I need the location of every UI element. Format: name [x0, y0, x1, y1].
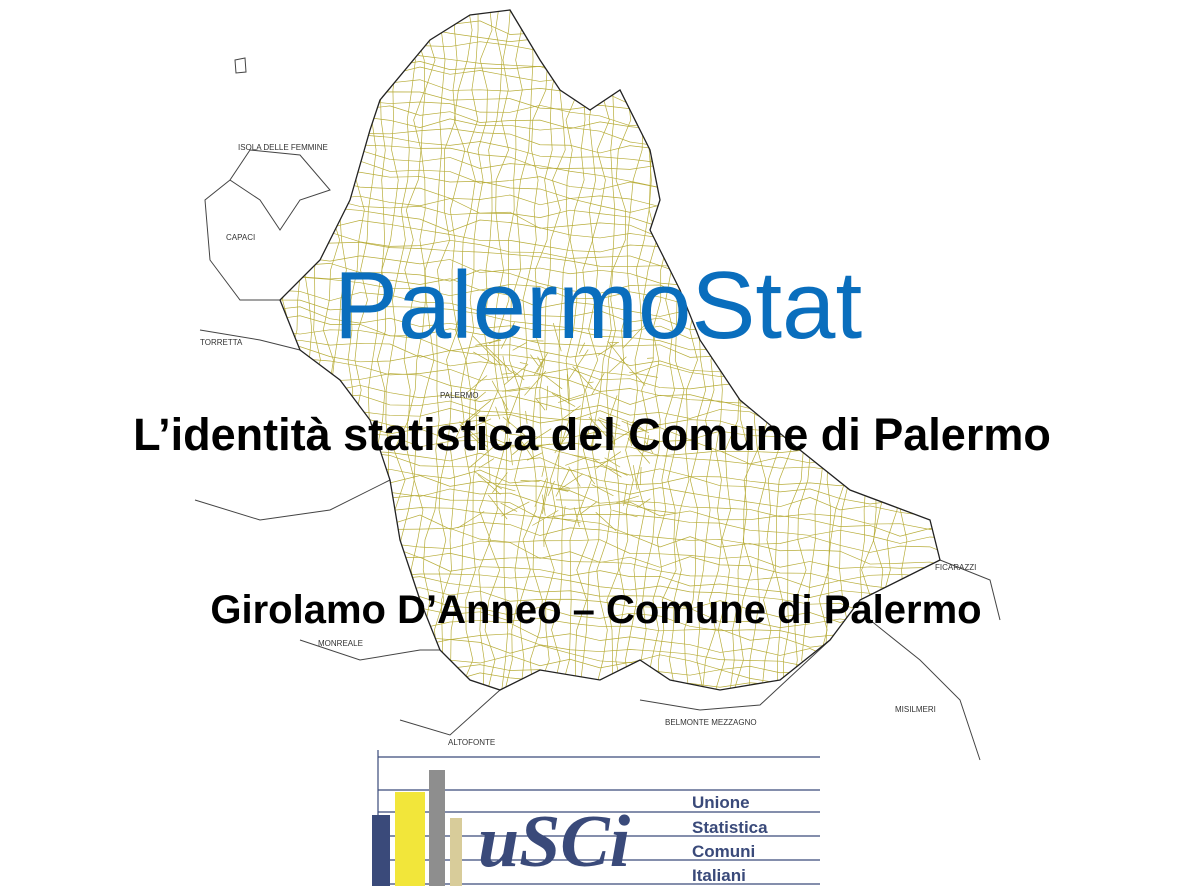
- road: [261, 0, 305, 690]
- map-label: PALERMO: [440, 391, 479, 400]
- map-label: TORRETTA: [200, 338, 243, 347]
- road: [542, 467, 544, 477]
- road: [609, 357, 627, 373]
- road: [270, 468, 960, 529]
- map-label: ALTOFONTE: [448, 738, 495, 747]
- road: [629, 372, 658, 377]
- logo-text: Comuni: [692, 842, 755, 861]
- road: [270, 106, 960, 170]
- logo-text: Unione: [692, 793, 750, 812]
- map-label: ISOLA DELLE FEMMINE: [238, 143, 328, 152]
- map-label: FICARAZZI: [935, 563, 976, 572]
- road: [492, 473, 507, 493]
- map-label: BELMONTE MEZZAGNO: [665, 718, 757, 727]
- logo-text: Italiani: [692, 866, 746, 885]
- map-label: MISILMERI: [895, 705, 936, 714]
- author: Girolamo D’Anneo – Comune di Palermo: [210, 588, 981, 632]
- road: [458, 511, 485, 528]
- road: [241, 0, 283, 690]
- road: [270, 39, 960, 97]
- road: [270, 667, 960, 721]
- logo-text: Statistica: [692, 818, 768, 837]
- road: [591, 373, 604, 395]
- road: [270, 130, 960, 188]
- road: [633, 465, 637, 490]
- map-label: MONREALE: [318, 639, 363, 648]
- road: [256, 0, 292, 690]
- road: [612, 510, 637, 517]
- slide: ISOLA DELLE FEMMINE CAPACI TORRETTA PALE…: [0, 0, 1180, 886]
- road: [270, 10, 960, 71]
- road: [270, 19, 960, 80]
- road: [648, 510, 678, 514]
- road: [270, 640, 960, 697]
- title: PalermoStat: [334, 252, 862, 359]
- road: [488, 495, 507, 519]
- road: [640, 467, 641, 485]
- road: [270, 50, 960, 103]
- road: [270, 56, 960, 114]
- road: [592, 484, 614, 495]
- road: [589, 382, 594, 383]
- road: [270, 698, 960, 760]
- logo: uSCi Unione Statistica Comuni Italiani: [372, 750, 820, 886]
- map-label: CAPACI: [226, 233, 255, 242]
- road: [588, 475, 594, 484]
- road: [270, 648, 960, 708]
- road: [270, 488, 960, 544]
- road: [270, 526, 960, 584]
- road: [616, 496, 639, 503]
- road: [270, 690, 960, 745]
- road: [501, 502, 529, 516]
- road: [558, 394, 583, 402]
- road: [270, 680, 960, 736]
- road: [270, 137, 960, 198]
- road: [270, 179, 960, 236]
- subtitle: L’identità statistica del Comune di Pale…: [133, 409, 1051, 460]
- road: [535, 395, 561, 398]
- road: [270, 660, 960, 721]
- road: [286, 0, 326, 690]
- logo-mark: uSCi: [478, 801, 631, 883]
- road: [270, 540, 960, 594]
- road: [270, 520, 960, 575]
- road: [474, 472, 501, 489]
- road: [270, 100, 960, 151]
- road: [270, 120, 960, 178]
- road: [889, 0, 929, 690]
- road: [512, 370, 524, 380]
- road: [270, 30, 960, 83]
- road: [547, 386, 548, 410]
- road: [501, 503, 517, 511]
- road: [467, 376, 487, 393]
